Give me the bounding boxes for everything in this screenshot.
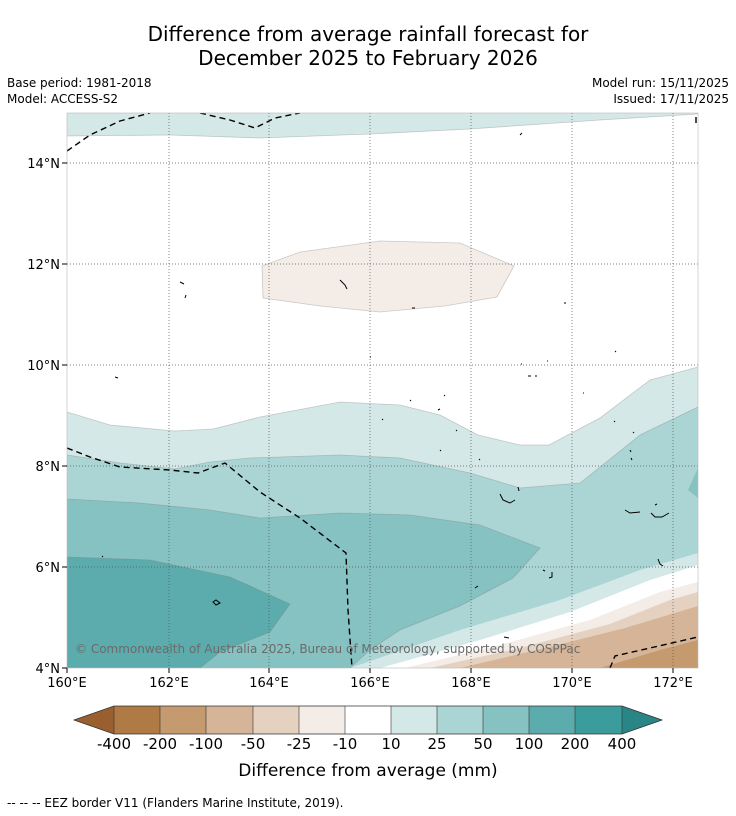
colorbar-swatch <box>206 706 253 734</box>
lat-tick-label: 4°N <box>36 662 61 677</box>
lon-tick-labels: 160°E 162°E 164°E 166°E 168°E 170°E 172°… <box>47 676 693 691</box>
colorbar-swatch <box>483 706 529 734</box>
colorbar-swatch <box>160 706 206 734</box>
model-text: Model: ACCESS-S2 <box>7 92 119 106</box>
colorbar-title: Difference from average (mm) <box>238 761 498 781</box>
lon-tick-label: 170°E <box>552 676 592 691</box>
meta-left: Base period: 1981-2018 Model: ACCESS-S2 <box>7 75 152 107</box>
colorbar-label: 25 <box>427 735 447 753</box>
colorbar-swatch <box>437 706 483 734</box>
colorbar-swatch-above-400 <box>622 706 662 734</box>
colorbar <box>72 705 664 735</box>
colorbar-swatch <box>529 706 575 734</box>
map-frame <box>66 112 699 669</box>
colorbar-label: -400 <box>96 735 132 753</box>
colorbar-label: 10 <box>381 735 401 753</box>
graticule <box>67 113 698 668</box>
model-run-text: Model run: 15/11/2025 <box>591 76 729 90</box>
contour-neg50-diagonal <box>460 606 698 668</box>
lat-tick-label: 12°N <box>27 258 60 273</box>
map-area: © Commonwealth of Australia 2025, Bureau… <box>67 113 698 668</box>
colorbar-label: 400 <box>607 735 637 753</box>
title-line-2: December 2025 to February 2026 <box>198 46 538 70</box>
lon-tick-label: 166°E <box>350 676 390 691</box>
colorbar-label: 100 <box>514 735 544 753</box>
title-line-1: Difference from average rainfall forecas… <box>147 22 589 46</box>
lat-tick-label: 8°N <box>36 460 61 475</box>
contour-lines <box>67 113 698 668</box>
contour-neg10-patch <box>262 241 514 312</box>
lon-tick-label: 162°E <box>149 676 189 691</box>
colorbar-label: 50 <box>473 735 493 753</box>
colorbar-label: -100 <box>188 735 224 753</box>
chart-title: Difference from average rainfall forecas… <box>0 22 736 70</box>
colorbar-swatch <box>253 706 299 734</box>
lat-tick-labels: 14°N 12°N 10°N 8°N 6°N 4°N <box>27 157 60 677</box>
lat-tick-label: 14°N <box>27 157 60 172</box>
contour-neg100-diagonal <box>600 640 698 668</box>
colorbar-swatch <box>299 706 345 734</box>
colorbar-swatch <box>114 706 160 734</box>
colorbar-swatch <box>391 706 437 734</box>
axis-ticks <box>62 162 674 673</box>
islands <box>101 132 670 639</box>
lon-tick-label: 164°E <box>249 676 289 691</box>
colorbar-label: -25 <box>286 735 312 753</box>
eez-borders <box>67 113 698 668</box>
meta-right: Model run: 15/11/2025 Issued: 17/11/2025 <box>592 75 729 107</box>
lat-tick-label: 6°N <box>36 561 61 576</box>
lon-tick-label: 168°E <box>451 676 491 691</box>
lon-tick-label: 172°E <box>653 676 693 691</box>
eez-footnote: -- -- -- EEZ border V11 (Flanders Marine… <box>7 796 344 810</box>
colorbar-swatch <box>345 706 391 734</box>
base-period-text: Base period: 1981-2018 <box>7 76 152 90</box>
colorbar-swatch <box>575 706 622 734</box>
colorbar-label: -200 <box>142 735 178 753</box>
issued-text: Issued: 17/11/2025 <box>613 92 729 106</box>
contour-100 <box>67 557 290 668</box>
colorbar-label: -10 <box>332 735 358 753</box>
copyright-text: © Commonwealth of Australia 2025, Bureau… <box>75 642 580 656</box>
lat-tick-label: 10°N <box>27 359 60 374</box>
colorbar-label: 200 <box>560 735 590 753</box>
colorbar-label: -50 <box>240 735 266 753</box>
lon-tick-label: 160°E <box>47 676 87 691</box>
colorbar-swatch-below-neg400 <box>74 706 114 734</box>
contour-50-east <box>688 468 698 498</box>
